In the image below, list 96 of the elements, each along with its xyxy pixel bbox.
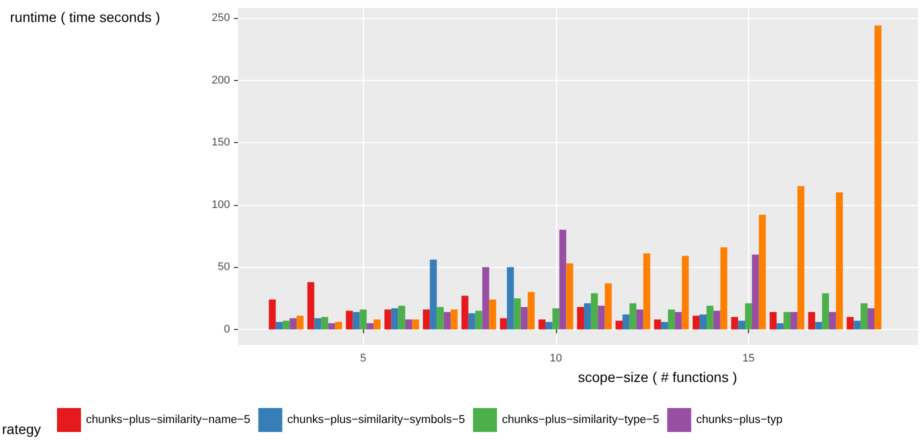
bar [545, 322, 552, 330]
legend-label: chunks−plus−typ [696, 414, 783, 426]
bar [436, 307, 444, 330]
bar [720, 247, 728, 330]
bar [346, 310, 353, 330]
bar [450, 309, 458, 330]
bar [290, 318, 297, 330]
x-tick-label: 10 [550, 352, 562, 364]
bar [475, 310, 482, 330]
bar [700, 314, 706, 330]
x-tick-label: 5 [360, 352, 366, 364]
bar [636, 309, 644, 330]
bar [874, 25, 882, 330]
bar [682, 256, 689, 330]
bar [846, 316, 854, 330]
y-tick-label: 200 [212, 74, 230, 86]
bar [854, 320, 861, 330]
bar [643, 253, 650, 330]
bar [566, 263, 574, 330]
bar [384, 309, 392, 330]
legend-label: chunks−plus−similarity−name−5 [86, 414, 250, 426]
bar [815, 322, 822, 330]
bar [752, 254, 759, 330]
x-tick-label: 15 [742, 352, 755, 364]
bar [489, 300, 496, 330]
bar [282, 320, 290, 330]
bar [836, 192, 843, 330]
bar [577, 307, 584, 330]
legend-label: chunks−plus−similarity−symbols−5 [287, 414, 465, 426]
bar [770, 312, 777, 330]
bar [868, 308, 874, 330]
bar [430, 260, 437, 330]
bar [296, 316, 304, 330]
bar [352, 312, 360, 330]
bar [366, 323, 374, 330]
bar [538, 319, 546, 330]
bar [391, 308, 398, 330]
bar [808, 312, 816, 330]
bar [590, 293, 598, 330]
bar [412, 319, 420, 330]
bar [444, 312, 451, 330]
bar [584, 303, 591, 330]
bar [616, 320, 622, 330]
bar [321, 316, 328, 330]
bar [520, 307, 528, 330]
bar [784, 312, 790, 330]
y-tick-label: 150 [212, 136, 230, 149]
bar [860, 303, 868, 330]
y-tick-label: 0 [224, 323, 230, 336]
bar [328, 323, 336, 330]
y-tick-label: 100 [212, 198, 230, 211]
y-axis-title: runtime ( time seconds ) [10, 9, 160, 25]
bar [797, 186, 804, 330]
bar [776, 323, 784, 330]
bar [822, 293, 830, 330]
bar [668, 309, 675, 330]
bar [790, 312, 798, 330]
bar [745, 303, 752, 330]
bar [829, 312, 836, 330]
y-tick-label: 50 [218, 261, 230, 274]
bar [706, 306, 714, 330]
bar [398, 306, 406, 330]
bar [713, 310, 720, 330]
bar [506, 267, 514, 330]
bar [559, 230, 566, 330]
bar [674, 312, 682, 330]
bar [692, 316, 700, 330]
bar [629, 303, 636, 330]
bar [514, 298, 521, 330]
bar [622, 314, 630, 330]
x-axis-title: scope−size ( # functions ) [578, 369, 738, 385]
bar [500, 318, 507, 330]
bar [731, 316, 738, 330]
bar [360, 309, 367, 330]
bar [405, 319, 412, 330]
bar [604, 283, 612, 330]
bar [758, 214, 766, 330]
bar [268, 300, 276, 330]
bar [314, 318, 322, 330]
bar [738, 320, 746, 330]
y-tick-label: 250 [212, 12, 230, 24]
bar [307, 282, 314, 330]
bar [654, 319, 662, 330]
bar [422, 309, 430, 330]
bar [276, 322, 283, 330]
bar [335, 322, 342, 330]
bar [552, 308, 560, 330]
bar [598, 306, 605, 330]
legend-title: rategy [2, 421, 41, 437]
bar [468, 313, 476, 330]
bar [482, 267, 490, 330]
legend-label: chunks−plus−similarity−type−5 [502, 414, 660, 426]
bar [528, 292, 535, 330]
bar [461, 296, 468, 330]
bar [374, 319, 381, 330]
bar [661, 322, 668, 330]
